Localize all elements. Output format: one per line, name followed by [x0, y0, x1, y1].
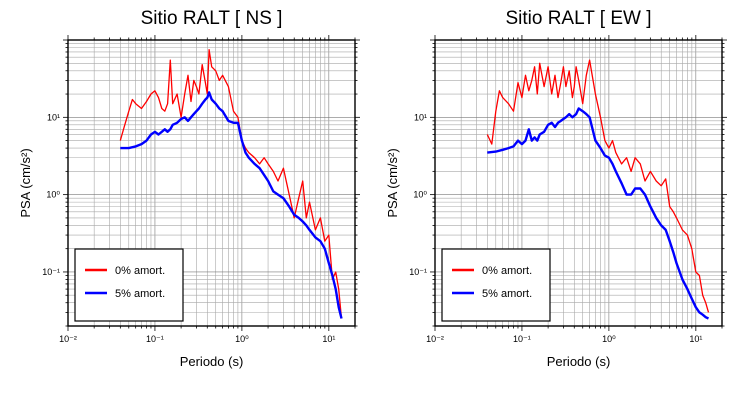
- chart-1-title: Sitio RALT [ EW ]: [505, 8, 651, 29]
- chart-0-series-group: [119, 49, 343, 319]
- chart-0-title: Sitio RALT [ NS ]: [141, 8, 283, 29]
- chart-1-legend-box: [441, 248, 551, 322]
- chart-1-y-tick-label: 10⁻¹: [409, 267, 427, 277]
- chart-1-x-tick-label: 10¹: [689, 334, 702, 344]
- chart-1-panel: 10⁻² 10⁻¹ 10⁰ 10¹ 10⁻¹ 10⁰ 10¹ Sitio RALT [ EW …: [385, 8, 727, 369]
- chart-1-legend-label: 0% amort.: [482, 265, 532, 277]
- chart-1-y-tick-label: 10¹: [414, 112, 427, 122]
- chart-0-y-tick-label: 10¹: [47, 112, 60, 122]
- chart-1-series-group: [486, 59, 710, 320]
- chart-1-y-axis-label: PSA (cm/s²): [385, 148, 400, 217]
- chart-1-grid: [434, 39, 723, 327]
- chart-0-x-tick-label: 10⁻²: [59, 334, 77, 344]
- chart-0-x-axis-label: Periodo (s): [180, 354, 244, 369]
- chart-1-plot-frame: [434, 39, 723, 327]
- chart-0-series-line-damping-5: [120, 91, 343, 319]
- chart-0-y-tick-label: 10⁰: [46, 190, 60, 200]
- chart-0-y-axis-label: PSA (cm/s²): [18, 148, 33, 217]
- chart-1-y-tick-label: 10⁰: [413, 190, 427, 200]
- chart-0-x-tick-label: 10¹: [322, 334, 335, 344]
- chart-1-x-axis-label: Periodo (s): [547, 354, 611, 369]
- chart-0-x-tick-label: 10⁰: [235, 334, 249, 344]
- chart-0-y-tick-label: 10⁻¹: [42, 267, 60, 277]
- chart-0-plot-frame: [67, 39, 356, 327]
- chart-0-legend: 0% amort. 5% amort.: [74, 248, 184, 322]
- chart-0-legend-label: 0% amort.: [115, 265, 165, 277]
- chart-1-x-tick-label: 10⁻²: [426, 334, 444, 344]
- chart-0-legend-label: 5% amort.: [115, 288, 165, 300]
- chart-1-x-tick-label: 10⁻¹: [513, 334, 531, 344]
- chart-1-x-tick-label: 10⁰: [602, 334, 616, 344]
- chart-1-series-line-damping-0: [486, 59, 710, 313]
- chart-1-legend: 0% amort. 5% amort.: [441, 248, 551, 322]
- chart-1-legend-label: 5% amort.: [482, 288, 532, 300]
- chart-0-series-line-damping-0: [119, 49, 343, 319]
- chart-1-series-line-damping-5: [487, 107, 710, 320]
- chart-0-panel: 10⁻² 10⁻¹ 10⁰ 10¹ 10⁻¹ 10⁰ 10¹ Sitio RALT [ NS …: [18, 8, 360, 369]
- chart-0-legend-box: [74, 248, 184, 322]
- chart-0-x-tick-label: 10⁻¹: [146, 334, 164, 344]
